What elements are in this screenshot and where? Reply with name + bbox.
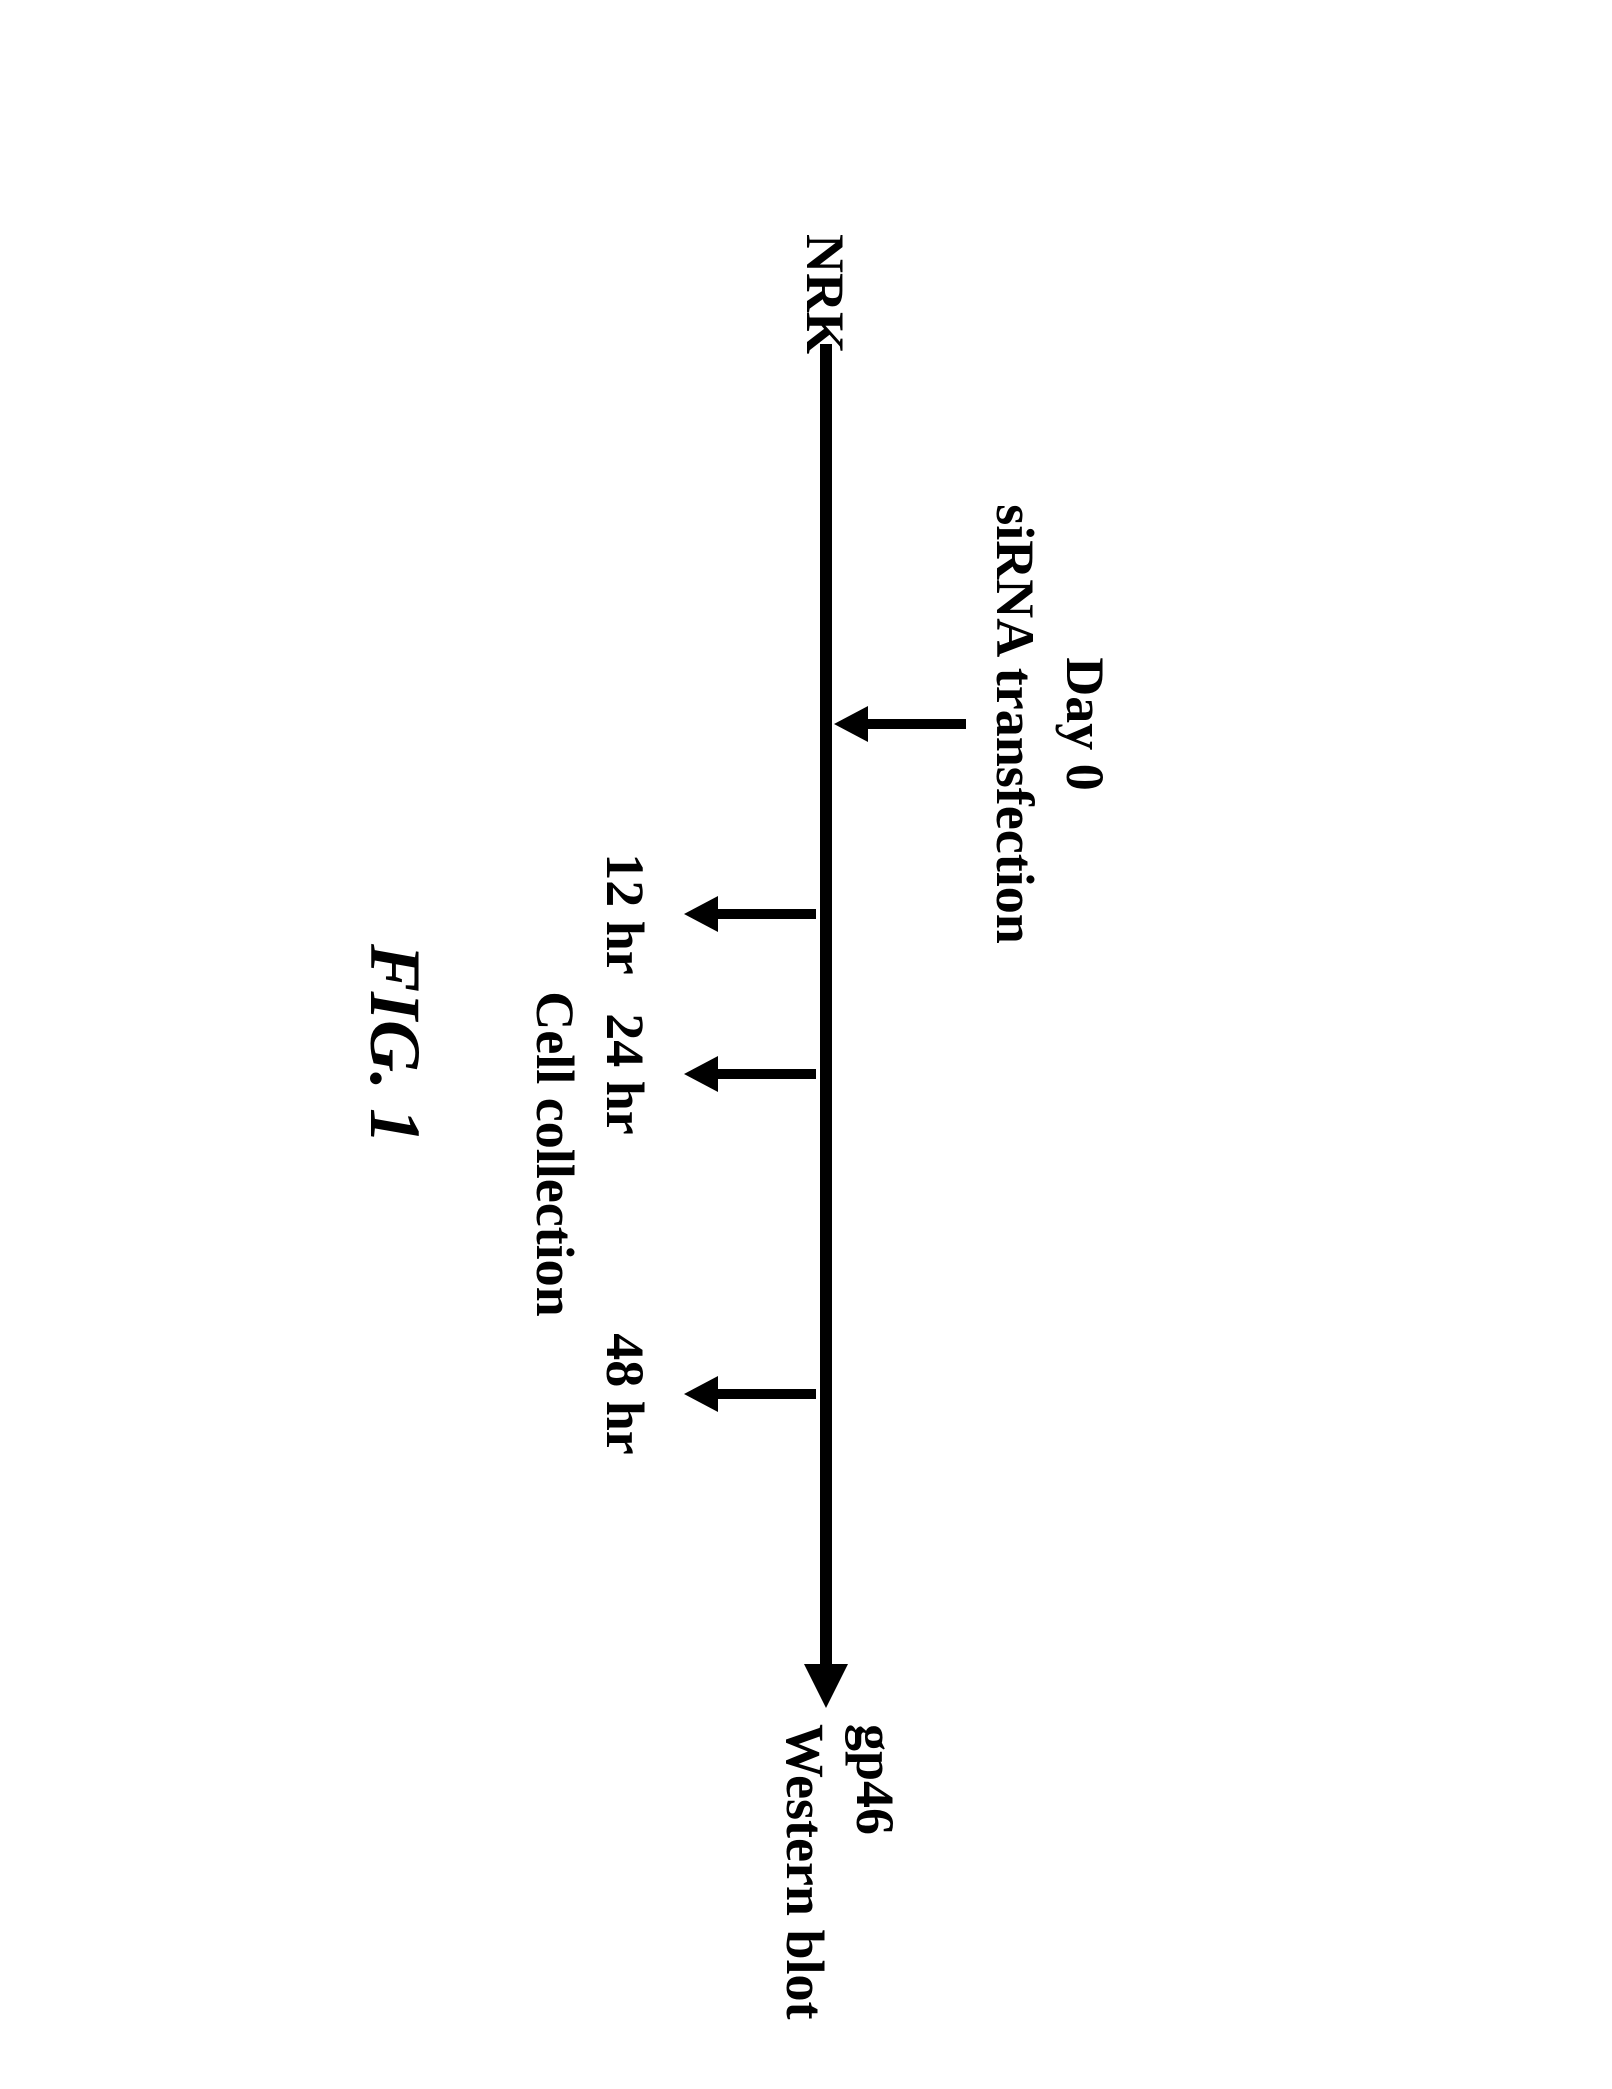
timeline-line [820, 344, 832, 1664]
top-event-line1: Day 0 [1054, 657, 1116, 791]
start-label: NRK [794, 234, 856, 354]
top-event-line2: siRNA transfection [984, 504, 1046, 943]
timeline-arrowhead [804, 1664, 848, 1708]
experiment-timeline-diagram: NRK gp46 Western blot Day 0 siRNA transf… [306, 194, 1306, 1894]
collection-label-12hr: 12 hr [594, 853, 656, 975]
collection-group-label: Cell collection [524, 991, 586, 1316]
end-label-line2: Western blot [774, 1724, 836, 2019]
end-label-line1: gp46 [844, 1724, 906, 1835]
figure-label: FIG. 1 [353, 944, 436, 1144]
collection-label-24hr: 24 hr [594, 1013, 656, 1135]
collection-label-48hr: 48 hr [594, 1333, 656, 1455]
